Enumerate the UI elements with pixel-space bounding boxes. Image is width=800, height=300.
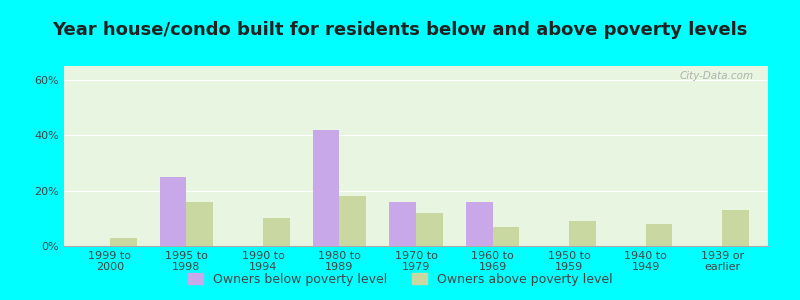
Bar [646,224,672,246]
Bar [110,238,137,246]
Bar [569,221,596,246]
Legend: Owners below poverty level, Owners above poverty level: Owners below poverty level, Owners above… [182,268,618,291]
Bar [466,202,493,246]
Bar [313,130,339,246]
Bar [186,202,214,246]
Bar [390,202,416,246]
Text: Year house/condo built for residents below and above poverty levels: Year house/condo built for residents bel… [52,21,748,39]
Bar [722,210,749,246]
Bar [416,213,442,246]
Bar [263,218,290,246]
Bar [339,196,366,246]
Bar [160,177,186,246]
Text: City-Data.com: City-Data.com [680,71,754,81]
Bar [493,226,519,246]
